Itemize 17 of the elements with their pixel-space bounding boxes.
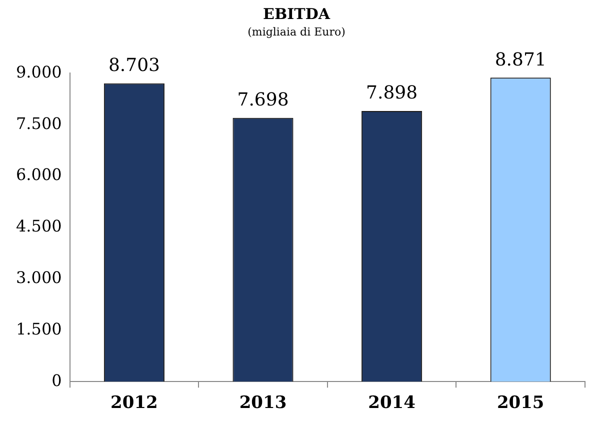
x-tick-label: 2015 (496, 393, 544, 414)
y-tick-label: 4.500 (16, 216, 62, 236)
y-tick-label: 3.000 (16, 268, 62, 287)
y-tick-label: 9.000 (16, 62, 62, 82)
y-tick-label: 1.500 (16, 319, 62, 338)
data-label: 8.871 (494, 49, 546, 70)
y-tick-label: 0 (52, 370, 62, 390)
data-label: 7.898 (366, 82, 418, 104)
y-tick-label: 7.500 (16, 114, 62, 133)
data-label: 8.703 (108, 55, 160, 76)
y-tick-label: 6.000 (16, 165, 62, 184)
data-label: 7.698 (237, 89, 289, 110)
x-tick-label: 2014 (368, 393, 416, 414)
x-tick-label: 2012 (110, 393, 158, 414)
x-tick-label: 2013 (239, 393, 287, 414)
chart-subtitle: (migliaia di Euro) (248, 25, 346, 38)
chart-title: EBITDA (263, 4, 330, 23)
